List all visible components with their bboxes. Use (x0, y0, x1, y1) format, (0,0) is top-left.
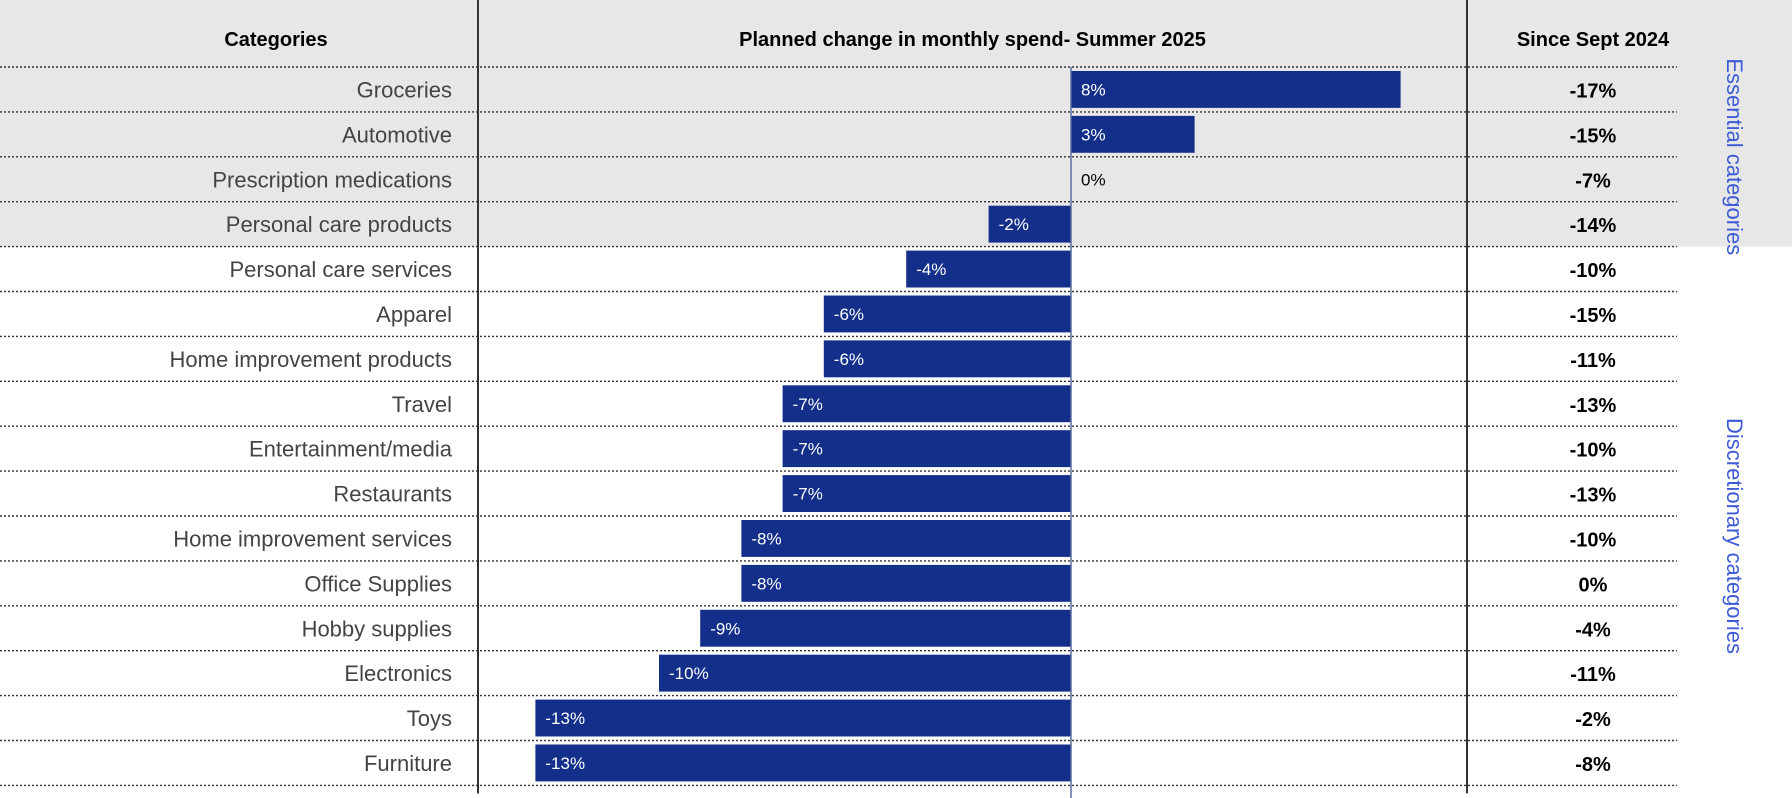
bar-value-label: -6% (834, 305, 864, 324)
category-label: Personal care services (229, 257, 452, 282)
category-label: Travel (392, 392, 452, 417)
bar-value-label: 0% (1081, 170, 1106, 189)
since-value: -13% (1570, 485, 1617, 507)
bar (659, 654, 1071, 692)
bar (1071, 71, 1401, 108)
since-value: -14% (1570, 215, 1617, 237)
bar-value-label: -8% (751, 529, 781, 548)
bar (700, 609, 1071, 647)
row-separators (0, 66, 1677, 787)
category-label: Groceries (357, 77, 452, 102)
bar-value-label: 8% (1081, 80, 1106, 99)
bar-value-label: -13% (545, 754, 585, 773)
bar (741, 520, 1071, 557)
category-label: Home improvement products (170, 347, 452, 372)
category-label: Home improvement services (173, 526, 452, 551)
group-label-essential: Essential categories (1722, 58, 1747, 255)
bar (535, 744, 1071, 782)
bar-value-label: -7% (793, 395, 823, 414)
bar (782, 475, 1071, 512)
category-label: Electronics (344, 661, 452, 686)
category-labels: Groceries Automotive Prescription medicati… (170, 77, 453, 776)
bar (782, 385, 1071, 423)
since-value: -2% (1575, 709, 1611, 731)
category-label: Entertainment/media (249, 437, 453, 462)
since-value: 0% (1579, 574, 1608, 596)
bar-value-label: -13% (545, 709, 585, 728)
bar-value-label: -9% (710, 619, 740, 638)
bar-value-label: -2% (999, 215, 1029, 234)
since-value: -7% (1575, 170, 1611, 192)
header-planned-change: Planned change in monthly spend- Summer … (739, 29, 1206, 51)
bar (741, 564, 1071, 602)
since-value: -10% (1570, 529, 1617, 551)
header-background (0, 0, 1677, 67)
category-label: Apparel (376, 302, 452, 327)
category-label: Restaurants (333, 482, 452, 507)
bar (535, 699, 1071, 737)
since-value: -8% (1575, 754, 1611, 776)
since-values: -17% -15% -7% -14% -10% -15% -11% -13% -10% -13% -… (1570, 80, 1617, 776)
since-value: -15% (1570, 305, 1617, 327)
bar (823, 340, 1071, 378)
since-value: -11% (1570, 664, 1616, 686)
header-categories: Categories (224, 29, 327, 51)
bar-value-label: -4% (916, 260, 946, 279)
bar (1071, 115, 1195, 153)
bar-value-label: -7% (793, 485, 823, 504)
category-label: Personal care products (226, 212, 452, 237)
bar-value-label: -10% (669, 664, 709, 683)
bar-value-label: -8% (751, 574, 781, 593)
bar-value-label: 3% (1081, 125, 1106, 144)
header-since-sept-2024: Since Sept 2024 (1517, 29, 1670, 51)
bar (988, 205, 1071, 243)
since-value: -17% (1570, 80, 1617, 102)
since-value: -13% (1570, 395, 1617, 417)
since-value: -10% (1570, 440, 1617, 462)
bar-value-label: -7% (793, 440, 823, 459)
since-value: -4% (1575, 619, 1611, 641)
bar-value-label: -6% (834, 350, 864, 369)
since-value: -10% (1570, 260, 1617, 282)
bar (823, 295, 1071, 333)
category-label: Hobby supplies (302, 616, 452, 641)
category-label: Prescription medications (212, 167, 452, 192)
bar (782, 430, 1071, 468)
bar (906, 250, 1071, 288)
category-label: Office Supplies (304, 571, 452, 596)
since-value: -15% (1570, 125, 1617, 147)
group-label-discretionary: Discretionary categories (1722, 418, 1747, 654)
bars: 8% 3% 0% -2% -4% -6% -6% -7% -7% -7% -8% -8% -9% -10%… (535, 71, 1401, 782)
category-label: Automotive (342, 122, 452, 147)
since-value: -11% (1570, 350, 1616, 372)
category-label: Toys (407, 706, 452, 731)
category-label: Furniture (364, 751, 452, 776)
